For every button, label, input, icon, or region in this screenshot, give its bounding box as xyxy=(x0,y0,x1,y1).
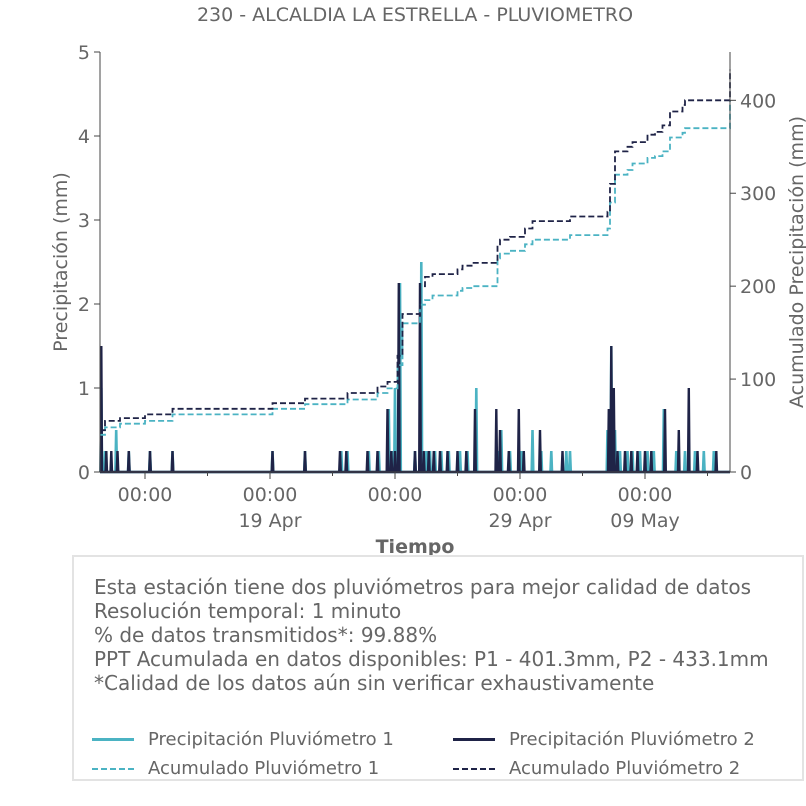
y2-tick-label: 200 xyxy=(740,276,776,298)
series-layer xyxy=(99,69,731,474)
info-line-dual-gauge: Esta estación tiene dos pluviómetros par… xyxy=(94,575,752,599)
y-axis-label: Precipitación (mm) xyxy=(50,172,72,352)
y2-tick-label: 400 xyxy=(740,90,776,112)
legend-item-a2: Acumulado Pluviómetro 2 xyxy=(453,758,740,779)
info-line-data-transmitted: % de datos transmitidos*: 99.88% xyxy=(94,623,438,647)
legend-label-a1: Acumulado Pluviómetro 1 xyxy=(148,758,380,779)
x-tick-date-label: 19 Apr xyxy=(238,510,301,532)
legend-item-p1: Precipitación Pluviómetro 1 xyxy=(92,729,394,750)
x-tick-date-label: 29 Apr xyxy=(488,510,551,532)
y2-tick-label: 0 xyxy=(740,462,752,484)
x-tick-label: 00:00 xyxy=(243,484,298,506)
legend-label-a2: Acumulado Pluviómetro 2 xyxy=(509,758,741,779)
series-line-accum-p2 xyxy=(100,69,731,432)
info-line-quality-note: *Calidad de los datos aún sin verificar … xyxy=(94,671,655,695)
legend-swatch-p2 xyxy=(453,738,495,741)
y-tick-label: 3 xyxy=(78,210,90,232)
x-tick-label: 00:00 xyxy=(368,484,423,506)
legend-label-p1: Precipitación Pluviómetro 1 xyxy=(148,729,394,750)
y-tick-label: 2 xyxy=(78,294,90,316)
x-tick-label: 00:00 xyxy=(618,484,673,506)
x-axis-label: Tiempo xyxy=(376,536,455,558)
x-tick-label: 00:00 xyxy=(118,484,173,506)
x-tick-label: 00:00 xyxy=(493,484,548,506)
x-tick-date-label: 09 May xyxy=(610,510,680,532)
series-line-precip-p2 xyxy=(99,282,730,474)
y2-axis-label: Acumulado Precipitación (mm) xyxy=(786,116,806,408)
series-line-precip-p1 xyxy=(99,261,730,474)
info-box: Esta estación tiene dos pluviómetros par… xyxy=(72,555,804,781)
y2-tick-label: 100 xyxy=(740,369,776,391)
legend-item-p2: Precipitación Pluviómetro 2 xyxy=(453,729,755,750)
legend-swatch-p1 xyxy=(92,738,134,741)
info-line-accumulated: PPT Acumulada en datos disponibles: P1 -… xyxy=(94,647,769,671)
y-tick-label: 1 xyxy=(78,378,90,400)
axes-layer: 0 1 2 3 4 5 0 100 200 300 400 00:00 00:00 19 Apr 00:00… xyxy=(78,42,776,532)
y-tick-label: 4 xyxy=(78,126,90,148)
legend-item-a1: Acumulado Pluviómetro 1 xyxy=(92,758,379,779)
legend-swatch-a1 xyxy=(92,767,134,770)
y-tick-label: 0 xyxy=(78,462,90,484)
y2-tick-label: 300 xyxy=(740,183,776,205)
legend-swatch-a2 xyxy=(453,767,495,770)
info-line-resolution: Resolución temporal: 1 minuto xyxy=(94,599,402,623)
series-line-accum-p1 xyxy=(100,100,731,436)
info-lines: Esta estación tiene dos pluviómetros par… xyxy=(94,575,769,695)
y-tick-label: 5 xyxy=(78,42,90,64)
chart-title: 230 - ALCALDIA LA ESTRELLA - PLUVIOMETRO xyxy=(197,4,633,26)
legend-label-p2: Precipitación Pluviómetro 2 xyxy=(509,729,755,750)
